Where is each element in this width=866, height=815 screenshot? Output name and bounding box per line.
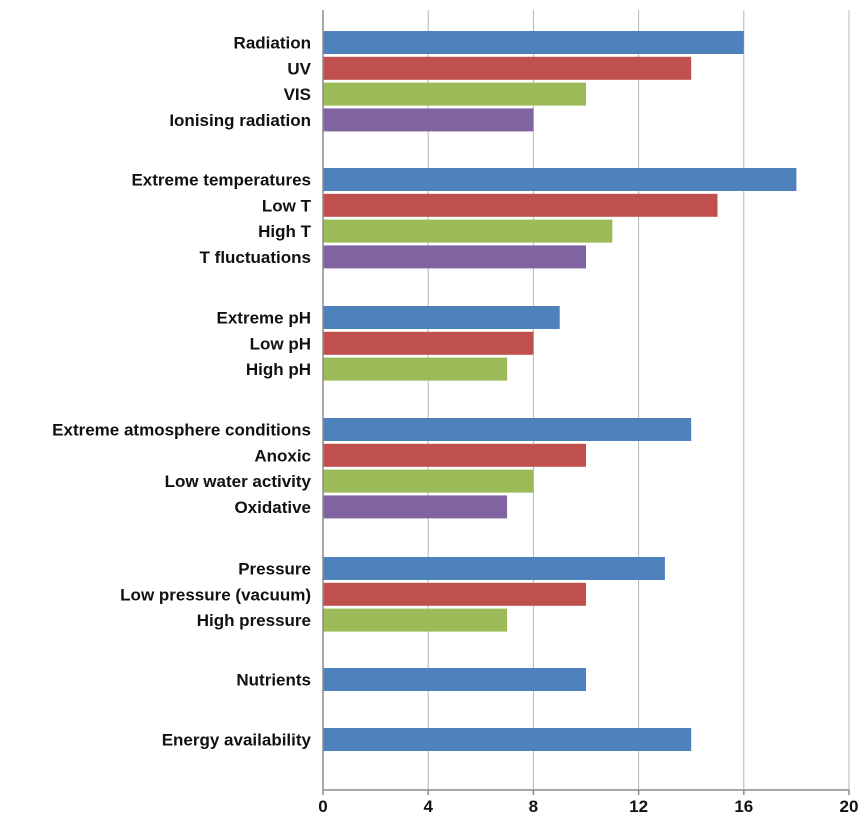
x-tick-label: 4 — [423, 797, 433, 815]
bar — [323, 219, 613, 243]
category-label: Pressure — [238, 560, 311, 579]
category-label: T fluctuations — [200, 248, 311, 267]
category-label: High pH — [246, 360, 311, 379]
x-axis: 0 4 8 12 16 20 — [318, 10, 858, 815]
bar — [323, 82, 586, 106]
bar — [323, 582, 586, 606]
bar — [323, 31, 744, 54]
category-label: Low water activity — [165, 472, 312, 491]
bars — [323, 31, 797, 751]
category-label: Energy availability — [162, 731, 312, 750]
x-tick-label: 0 — [318, 797, 327, 815]
bar — [323, 193, 718, 217]
bar — [323, 443, 586, 467]
category-label: Nutrients — [236, 671, 311, 690]
bar — [323, 728, 692, 751]
bar — [323, 557, 665, 580]
category-label: Anoxic — [254, 446, 311, 465]
bar — [323, 608, 508, 632]
bar — [323, 331, 534, 355]
bar — [323, 245, 586, 269]
category-label: Extreme atmosphere conditions — [52, 421, 311, 440]
x-tick-label: 8 — [529, 797, 538, 815]
bar — [323, 108, 534, 132]
category-label: Low pressure (vacuum) — [120, 585, 311, 604]
category-label: High T — [258, 222, 311, 241]
bar — [323, 495, 508, 519]
bar — [323, 668, 586, 691]
category-label: VIS — [284, 85, 311, 104]
category-label: Low T — [262, 196, 312, 215]
category-label: Extreme pH — [217, 309, 311, 328]
x-tick-label: 12 — [629, 797, 648, 815]
category-label: Radiation — [234, 34, 311, 53]
bar — [323, 357, 508, 381]
category-label: UV — [287, 59, 311, 78]
bar — [323, 306, 560, 329]
x-tick-label: 20 — [840, 797, 859, 815]
bar — [323, 469, 534, 493]
bar — [323, 56, 692, 80]
x-tick-label: 16 — [734, 797, 753, 815]
category-labels: Radiation UV VIS Ionising radiation Extreme … — [52, 34, 311, 750]
category-label: Ionising radiation — [169, 111, 311, 130]
bar — [323, 168, 797, 191]
category-label: Oxidative — [234, 498, 311, 517]
category-label: Low pH — [250, 334, 311, 353]
gridlines — [427, 10, 850, 790]
category-label: High pressure — [197, 611, 311, 630]
bar — [323, 418, 692, 441]
category-label: Extreme temperatures — [131, 171, 311, 190]
